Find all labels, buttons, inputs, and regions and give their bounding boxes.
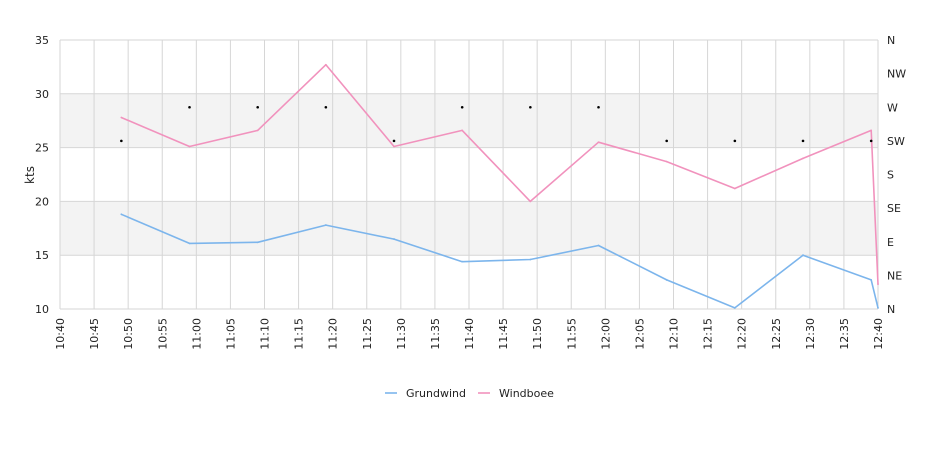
direction-marker <box>324 105 328 109</box>
direction-marker <box>120 139 123 143</box>
y-tick-label: 10 <box>35 303 49 316</box>
y-tick-label: 25 <box>35 142 49 155</box>
direction-marker <box>188 105 191 109</box>
x-tick-label: 10:55 <box>156 318 169 350</box>
direction-marker <box>733 139 737 143</box>
direction-tick-label: E <box>887 236 894 249</box>
x-tick-label: 11:50 <box>531 318 544 350</box>
series-layer <box>120 63 879 309</box>
grid-layer <box>59 39 879 310</box>
data-point-grundwind <box>188 242 191 245</box>
y-tick-label: 30 <box>35 88 49 101</box>
direction-marker <box>256 105 259 109</box>
direction-marker <box>869 139 873 143</box>
x-tick-labels: 10:40 10:45 10:50 10:55 11:00 11:05 11:10 11:15… <box>54 318 885 350</box>
x-tick-label: 11:05 <box>224 318 237 350</box>
x-tick-label: 11:30 <box>395 318 408 350</box>
x-tick-label: 11:45 <box>497 318 510 350</box>
direction-tick-label: SE <box>887 202 901 215</box>
x-tick-label: 11:20 <box>327 318 340 350</box>
data-point-grundwind <box>393 238 395 240</box>
direction-tick-label: W <box>887 101 898 114</box>
direction-marker <box>460 105 464 109</box>
x-tick-label: 10:45 <box>88 318 101 350</box>
direction-markers <box>120 105 873 143</box>
y-tick-label: 15 <box>35 249 49 262</box>
direction-marker <box>801 139 805 143</box>
x-tick-label: 12:35 <box>838 318 851 350</box>
data-point-grundwind <box>733 307 736 309</box>
data-point-windboee <box>870 129 873 132</box>
x-tick-label: 11:00 <box>190 318 203 350</box>
data-point-grundwind <box>461 260 464 263</box>
legend: Grundwind Windboee <box>385 387 554 400</box>
data-point-grundwind <box>597 244 600 247</box>
data-point-windboee <box>461 129 464 132</box>
data-point-grundwind <box>529 258 532 261</box>
data-point-windboee <box>802 157 804 160</box>
x-tick-label: 12:10 <box>668 318 681 350</box>
x-tick-label: 12:15 <box>702 318 715 350</box>
data-point-grundwind <box>324 224 327 226</box>
x-tick-label: 11:35 <box>429 318 442 350</box>
direction-marker <box>665 139 668 143</box>
direction-tick-label: NE <box>887 269 902 282</box>
x-tick-label: 11:15 <box>293 318 306 350</box>
direction-marker <box>597 105 600 109</box>
y-tick-label: 20 <box>35 195 49 208</box>
direction-marker <box>529 105 532 109</box>
data-point-windboee <box>665 160 668 163</box>
y-tick-label: 35 <box>35 34 49 47</box>
x-tick-label: 11:55 <box>565 318 578 350</box>
y-tick-labels: 10 15 20 25 30 35 <box>35 34 49 316</box>
data-point-windboee <box>597 141 600 144</box>
data-point-grundwind <box>870 279 873 281</box>
direction-tick-labels: N NE E SE S SW W NW N <box>887 34 906 316</box>
x-tick-label: 10:50 <box>122 318 135 350</box>
data-point-windboee <box>877 283 879 286</box>
x-tick-label: 12:00 <box>599 318 612 350</box>
direction-tick-label: S <box>887 169 894 182</box>
data-point-windboee <box>393 145 395 148</box>
y-axis-title: kts <box>23 166 37 184</box>
x-tick-label: 12:05 <box>633 318 646 350</box>
direction-tick-label: SW <box>887 135 905 148</box>
direction-tick-label: N <box>887 34 895 47</box>
data-point-windboee <box>529 200 532 203</box>
direction-marker <box>392 139 396 143</box>
data-point-grundwind <box>877 307 879 309</box>
x-tick-label: 12:20 <box>736 318 749 350</box>
data-point-grundwind <box>665 279 668 281</box>
data-point-windboee <box>256 129 259 132</box>
legend-label: Windboee <box>499 387 554 400</box>
data-point-windboee <box>120 116 123 119</box>
data-point-grundwind <box>802 254 804 257</box>
x-tick-label: 10:40 <box>54 318 67 350</box>
x-tick-label: 11:40 <box>463 318 476 350</box>
data-point-grundwind <box>256 241 259 244</box>
data-point-windboee <box>188 145 191 148</box>
x-tick-label: 11:10 <box>259 318 272 350</box>
data-point-windboee <box>324 63 327 66</box>
x-tick-label: 12:25 <box>770 318 783 350</box>
x-tick-label: 11:25 <box>361 318 374 350</box>
x-tick-label: 12:40 <box>872 318 885 350</box>
x-tick-label: 12:30 <box>804 318 817 350</box>
data-point-windboee <box>733 187 736 190</box>
data-point-grundwind <box>120 213 123 216</box>
legend-label: Grundwind <box>406 387 466 400</box>
direction-tick-label: N <box>887 303 895 316</box>
direction-tick-label: NW <box>887 68 906 81</box>
